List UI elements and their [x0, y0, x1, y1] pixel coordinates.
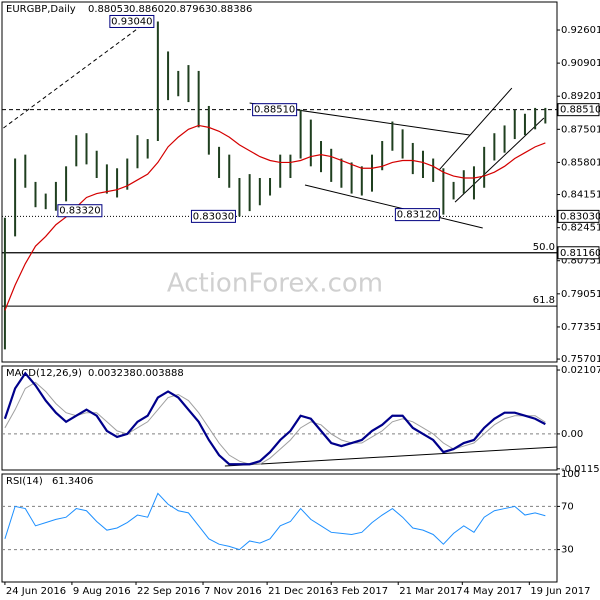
y-tick-label: 30 — [561, 545, 574, 556]
y-tick-label: 0.79051 — [561, 289, 600, 300]
macd-title: MACD(12,26,9) — [6, 368, 82, 379]
y-tick-label: 70 — [561, 501, 574, 512]
high: 0.88602 — [129, 4, 170, 15]
y-tick-label: 0.00 — [561, 429, 583, 440]
y-tick-label: 0.87501 — [561, 124, 600, 135]
macd-panel — [1, 365, 558, 471]
y-tick-label: 0.90901 — [561, 58, 600, 69]
signal-value: 0.003888 — [136, 368, 184, 379]
close: 0.88386 — [211, 4, 252, 15]
price-panel — [1, 1, 558, 363]
symbol: EURGBP,Daily — [6, 4, 76, 15]
level-box — [557, 246, 600, 260]
y-tick-label: -0.011507 — [561, 464, 600, 475]
x-tick-label: 9 Aug 2016 — [73, 586, 131, 597]
fib-label: 61.8 — [533, 295, 555, 306]
low: 0.87963 — [170, 4, 211, 15]
macd-trend-line — [224, 446, 558, 467]
level-box — [557, 103, 600, 117]
annotation-box — [109, 14, 155, 28]
x-tick-label: 3 Feb 2017 — [332, 586, 388, 597]
trend-line — [304, 184, 483, 229]
x-tick-label: 21 Dec 2016 — [268, 586, 332, 597]
x-tick-label: 21 Mar 2017 — [399, 586, 462, 597]
y-tick-label: 100 — [561, 469, 580, 480]
annotation-label: 0.88510 — [254, 105, 295, 116]
annotation-label: 0.83320 — [59, 206, 100, 217]
rsi-line — [4, 492, 546, 551]
annotation-label: 0.83030 — [193, 211, 234, 222]
trend-line — [454, 117, 545, 203]
x-tick-label: 24 Jun 2016 — [6, 586, 66, 597]
y-tick-label: 0.021074 — [561, 365, 600, 376]
level-label: 0.81160 — [560, 248, 600, 259]
y-tick-label: 0.80751 — [561, 256, 600, 267]
annotation-box — [190, 209, 236, 223]
y-tick-label: 0.84151 — [561, 190, 600, 201]
rsi-panel — [1, 473, 558, 583]
y-tick-label: 0.89201 — [561, 91, 600, 102]
rsi-title: RSI(14) — [6, 476, 43, 487]
y-tick-label: 0.92601 — [561, 25, 600, 36]
annotation-box — [57, 204, 103, 218]
macd-line — [3, 371, 546, 466]
y-tick-label: 0.85801 — [561, 157, 600, 168]
x-tick-label: 22 Sep 2016 — [137, 586, 200, 597]
rsi-value: 61.3406 — [52, 476, 93, 487]
annotation-label: 0.83120 — [397, 210, 438, 221]
watermark: ActionForex.com — [167, 269, 383, 299]
annotation-label: 0.93040 — [111, 16, 152, 27]
trend-line — [438, 87, 513, 171]
x-tick-label: 4 May 2017 — [463, 586, 522, 597]
trend-line — [3, 19, 150, 129]
y-tick-label: 0.77351 — [561, 322, 600, 333]
annotation-box — [394, 208, 440, 222]
level-label: 0.83030 — [560, 211, 600, 222]
level-label: 0.88510 — [560, 105, 600, 116]
x-tick-label: 7 Nov 2016 — [204, 586, 262, 597]
open: 0.88053 — [88, 4, 129, 15]
moving-average — [4, 124, 546, 311]
macd-value: 0.003238 — [88, 368, 136, 379]
fib-label: 50.0 — [533, 242, 555, 253]
x-tick-label: 19 Jun 2017 — [530, 586, 590, 597]
y-tick-label: 0.82451 — [561, 223, 600, 234]
level-box — [557, 209, 600, 223]
y-tick-label: 0.75701 — [561, 354, 600, 365]
annotation-box — [252, 103, 298, 117]
